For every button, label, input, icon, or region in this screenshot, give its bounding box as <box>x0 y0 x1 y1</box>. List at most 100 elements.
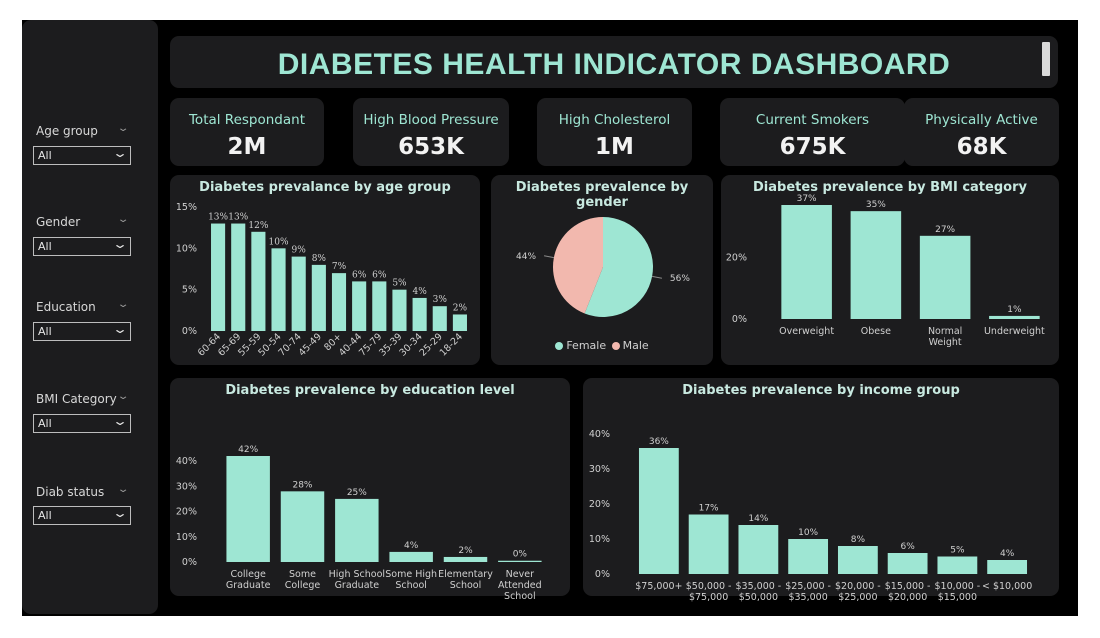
chevron-down-icon[interactable]: ⌄ <box>116 484 130 495</box>
y-tick-label: 20% <box>176 507 197 518</box>
title-bar: DIABETES HEALTH INDICATOR DASHBOARD <box>170 36 1058 88</box>
kpi-card-high-cholesterol: High Cholesterol 1M <box>537 98 692 166</box>
kpi-value: 2M <box>227 134 267 160</box>
scrollbar-handle[interactable] <box>1042 42 1050 76</box>
data-label: 6% <box>352 270 367 280</box>
chevron-down-icon: ⌄ <box>111 414 129 428</box>
x-tick-label: Normal <box>928 326 962 337</box>
x-tick-label: $75,000 <box>689 592 728 603</box>
x-tick-label: $15,000 <box>938 592 977 603</box>
y-tick-label: 15% <box>176 202 197 213</box>
data-label: 13% <box>208 213 228 223</box>
bar <box>392 289 407 331</box>
pie-leader-line <box>543 255 554 259</box>
data-label: 10% <box>798 528 818 538</box>
gender-legend: Female Male <box>491 339 713 352</box>
bar <box>443 556 488 562</box>
data-label: 4% <box>412 287 427 297</box>
chevron-down-icon[interactable]: ⌄ <box>116 299 130 310</box>
y-tick-label: 5% <box>182 285 197 296</box>
bar <box>781 205 832 319</box>
gender-dropdown[interactable]: All ⌄ <box>33 237 131 256</box>
chart-title: Diabetes prevalance by age group <box>199 180 451 195</box>
dropdown-value: All <box>38 325 52 338</box>
data-label: 0% <box>513 550 528 560</box>
bar <box>412 297 427 331</box>
data-label: 4% <box>404 541 419 551</box>
bar <box>432 306 447 331</box>
filter-label-bmi-category: BMI Category <box>36 392 117 406</box>
bmi-category-dropdown[interactable]: All ⌄ <box>33 414 131 433</box>
dashboard-canvas: Age group ⌄ All ⌄ Gender ⌄ All ⌄ Educati… <box>22 20 1078 616</box>
age-group-dropdown[interactable]: All ⌄ <box>33 146 131 165</box>
data-label: 28% <box>292 480 312 490</box>
filter-sidebar: Age group ⌄ All ⌄ Gender ⌄ All ⌄ Educati… <box>22 20 158 614</box>
bar <box>331 273 347 331</box>
kpi-value: 675K <box>779 134 846 160</box>
data-label: 3% <box>433 295 448 305</box>
x-tick-label: School <box>395 580 427 591</box>
diab-status-dropdown[interactable]: All ⌄ <box>33 506 131 525</box>
education-dropdown[interactable]: All ⌄ <box>33 322 131 341</box>
data-label: 9% <box>292 246 307 256</box>
kpi-card-total-respondant: Total Respondant 2M <box>170 98 324 166</box>
y-tick-label: 10% <box>176 532 197 543</box>
bar <box>271 248 286 331</box>
chevron-down-icon[interactable]: ⌄ <box>116 214 130 225</box>
male-legend-dot <box>611 341 620 350</box>
chevron-down-icon: ⌄ <box>111 506 129 520</box>
chart-title: Diabetes prevalence by BMI category <box>753 180 1027 195</box>
bar <box>989 315 1040 319</box>
x-tick-label: $20,000 - <box>835 581 881 592</box>
dropdown-value: All <box>38 149 52 162</box>
dropdown-value: All <box>38 417 52 430</box>
chart-title: Diabetes prevalence by gender <box>515 180 689 210</box>
pie-slice-male <box>553 217 603 314</box>
y-tick-label: 0% <box>595 569 610 580</box>
legend-male: Male <box>622 339 649 352</box>
data-label: 5% <box>950 546 965 556</box>
x-tick-label: College <box>230 569 266 580</box>
data-label: 8% <box>851 535 866 545</box>
x-tick-label: Elementary <box>438 569 493 580</box>
y-tick-label: 30% <box>176 481 197 492</box>
data-label: 2% <box>458 546 473 556</box>
x-tick-label: College <box>285 580 321 591</box>
kpi-value: 1M <box>595 134 634 160</box>
chevron-down-icon[interactable]: ⌄ <box>116 391 130 402</box>
pie-data-label: 56% <box>670 274 690 284</box>
chevron-down-icon[interactable]: ⌄ <box>116 123 130 134</box>
bar <box>335 498 379 562</box>
bar <box>937 556 978 574</box>
income-chart-svg: 0% 10% 20% 30% 40% 36% $75,000+ 17% $50,000 -$75… <box>589 429 1032 603</box>
page-title: DIABETES HEALTH INDICATOR DASHBOARD <box>277 48 951 81</box>
kpi-card-high-blood-pressure: High Blood Pressure 653K <box>353 98 509 166</box>
x-tick-label: $25,000 <box>838 592 877 603</box>
bar <box>211 223 226 331</box>
gender-chart-svg: 56% 44% <box>516 217 690 317</box>
bar <box>638 448 679 574</box>
data-label: 17% <box>699 504 719 514</box>
bar <box>389 551 433 562</box>
bar <box>887 553 928 574</box>
y-tick-label: 0% <box>182 326 197 337</box>
y-tick-label: 40% <box>589 429 610 440</box>
y-tick-label: 0% <box>732 314 747 325</box>
legend-female: Female <box>566 339 607 352</box>
x-tick-label: $35,000 <box>788 592 827 603</box>
female-legend-dot <box>555 341 564 350</box>
data-label: 35% <box>866 200 886 210</box>
bar <box>788 539 829 574</box>
bar <box>251 231 266 331</box>
bmi-chart-svg: 0% 20% 37% Overweight 35% Obese 27% NormalWeigh… <box>726 194 1045 348</box>
x-tick-label: $75,000+ <box>635 581 682 592</box>
filter-label-gender: Gender <box>36 215 81 229</box>
x-tick-label: Obese <box>861 326 891 337</box>
chart-gender: Diabetes prevalence by gender 56% 44% Fem… <box>491 175 713 365</box>
y-tick-label: 20% <box>589 499 610 510</box>
kpi-label: High Cholesterol <box>558 112 671 128</box>
chevron-down-icon: ⌄ <box>111 146 129 160</box>
x-tick-label: Overweight <box>779 326 834 337</box>
kpi-label: Total Respondant <box>188 112 305 128</box>
data-label: 25% <box>347 488 367 498</box>
